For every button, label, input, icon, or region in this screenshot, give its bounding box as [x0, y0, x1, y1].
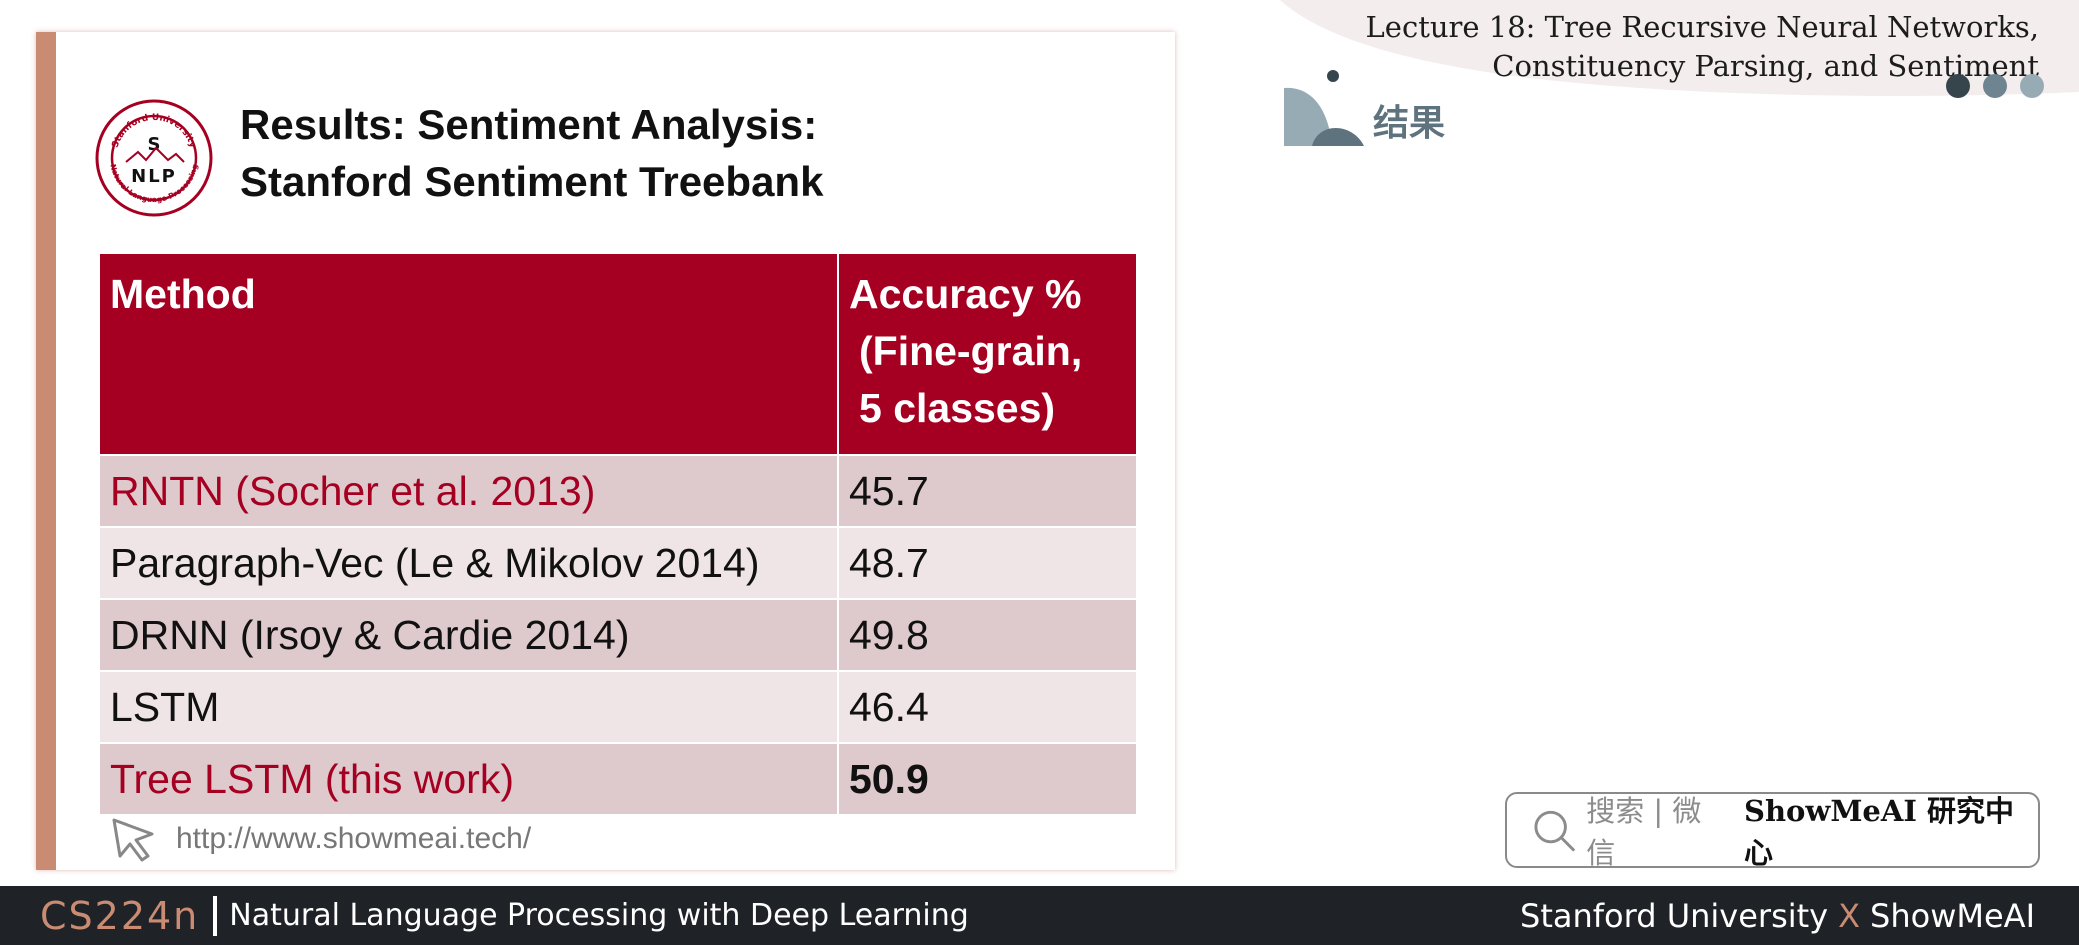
header-accuracy: Accuracy % (Fine-grain, 5 classes)	[837, 254, 1136, 455]
course-code: CS224n	[40, 893, 200, 938]
method-cell: Paragraph-Vec (Le & Mikolov 2014)	[100, 526, 838, 599]
table-row: Tree LSTM (this work) 50.9	[100, 742, 1136, 814]
credit-showmeai: ShowMeAI	[1870, 896, 2035, 935]
method-cell: LSTM	[100, 670, 838, 743]
table-header-row: Method Accuracy % (Fine-grain, 5 classes…	[100, 254, 1136, 455]
table-row: DRNN (Irsoy & Cardie 2014) 49.8	[100, 598, 1136, 671]
dot	[1983, 74, 2007, 98]
slide-url: http://www.showmeai.tech/	[108, 814, 531, 864]
table-row: RNTN (Socher et al. 2013) 45.7	[100, 454, 1136, 527]
slide-accent-stripe	[36, 32, 56, 870]
search-box[interactable]: 搜索 | 微信 ShowMeAI 研究中心	[1505, 792, 2040, 870]
search-icon	[1534, 810, 1575, 852]
lecture-title-line-2: Constituency Parsing, and Sentiment	[1492, 49, 2039, 83]
stanford-nlp-logo: Stanford University Natural Language Pro…	[95, 99, 213, 217]
credit-x: X	[1838, 896, 1861, 935]
slide-card: Stanford University Natural Language Pro…	[36, 32, 1175, 870]
footer-credit: Stanford University X ShowMeAI	[1520, 886, 2035, 945]
lecture-title-line-1: Lecture 18: Tree Recursive Neural Networ…	[1365, 10, 2039, 44]
method-cell: DRNN (Irsoy & Cardie 2014)	[100, 598, 838, 671]
footer-divider	[213, 895, 218, 936]
slide-dots	[1946, 74, 2057, 98]
search-label: 搜索 | 微信	[1586, 794, 1702, 870]
section-title: 结果	[1373, 103, 1446, 144]
slide-title-line-2: Stanford Sentiment Treebank	[240, 158, 824, 205]
table-row: Paragraph-Vec (Le & Mikolov 2014) 48.7	[100, 526, 1136, 599]
results-table: Method Accuracy % (Fine-grain, 5 classes…	[100, 254, 1136, 814]
header-method: Method	[100, 254, 838, 455]
accuracy-cell: 48.7	[837, 526, 1136, 599]
accuracy-cell: 45.7	[837, 454, 1136, 527]
logo-letters-nlp: NLP	[131, 166, 177, 187]
method-cell: Tree LSTM (this work)	[100, 742, 838, 814]
footer-bar: CS224n Natural Language Processing with …	[0, 886, 2079, 945]
method-cell: RNTN (Socher et al. 2013)	[100, 454, 838, 527]
cursor-icon	[112, 818, 154, 862]
section-icon	[1284, 70, 1364, 146]
dot	[2020, 74, 2044, 98]
accuracy-cell: 49.8	[837, 598, 1136, 671]
header-accuracy-line-3: 5 classes)	[859, 385, 1056, 431]
header-accuracy-line-2: (Fine-grain,	[859, 328, 1083, 374]
accuracy-cell: 46.4	[837, 670, 1136, 743]
slide-title-line-1: Results: Sentiment Analysis:	[240, 101, 818, 148]
slide-title: Results: Sentiment Analysis: Stanford Se…	[240, 96, 1140, 210]
credit-stanford: Stanford University	[1520, 896, 1829, 935]
table-row: LSTM 46.4	[100, 670, 1136, 743]
accuracy-cell: 50.9	[837, 742, 1136, 814]
header-accuracy-line-1: Accuracy %	[849, 271, 1082, 317]
course-name: Natural Language Processing with Deep Le…	[229, 898, 969, 933]
search-brand: ShowMeAI 研究中心	[1744, 794, 2015, 870]
dot	[1946, 74, 1970, 98]
header-swoosh	[1280, 0, 2079, 96]
url-link[interactable]: http://www.showmeai.tech/	[176, 822, 532, 855]
lecture-title: Lecture 18: Tree Recursive Neural Networ…	[1366, 8, 2039, 86]
